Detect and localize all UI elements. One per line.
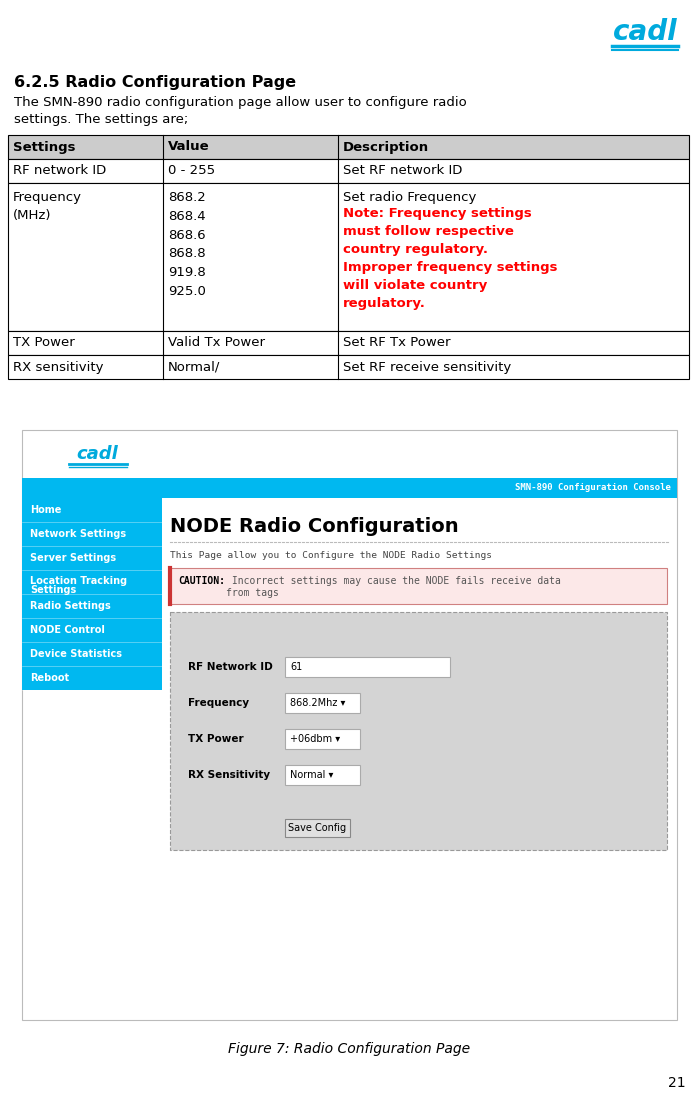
Bar xyxy=(285,657,450,677)
Text: The SMN-890 radio configuration page allow user to configure radio
settings. The: The SMN-890 radio configuration page all… xyxy=(14,96,467,127)
Text: Note: Frequency settings
must follow respective
country regulatory.
Improper fre: Note: Frequency settings must follow res… xyxy=(343,207,558,310)
Text: This Page allow you to Configure the NODE Radio Settings: This Page allow you to Configure the NOD… xyxy=(170,551,492,561)
Bar xyxy=(8,355,689,379)
Text: Frequency
(MHz): Frequency (MHz) xyxy=(13,191,82,222)
Text: RX Sensitivity: RX Sensitivity xyxy=(188,770,270,780)
Bar xyxy=(285,730,360,749)
Text: CAUTION:: CAUTION: xyxy=(178,576,225,586)
Text: Figure 7: Radio Configuration Page: Figure 7: Radio Configuration Page xyxy=(229,1042,470,1056)
Text: SMN-890 Configuration Console: SMN-890 Configuration Console xyxy=(515,484,671,493)
Text: Normal/: Normal/ xyxy=(168,360,220,374)
Text: Valid Tx Power: Valid Tx Power xyxy=(168,336,265,349)
Text: 21: 21 xyxy=(668,1076,686,1090)
Bar xyxy=(8,159,689,183)
Text: +06dbm ▾: +06dbm ▾ xyxy=(290,734,340,744)
Text: Save Config: Save Config xyxy=(289,823,347,833)
Text: 868.2Mhz ▾: 868.2Mhz ▾ xyxy=(290,698,345,707)
Text: NODE Control: NODE Control xyxy=(30,625,105,635)
Text: Set RF receive sensitivity: Set RF receive sensitivity xyxy=(343,360,511,374)
Bar xyxy=(22,642,162,666)
Text: Network Settings: Network Settings xyxy=(30,529,126,539)
Text: TX Power: TX Power xyxy=(13,336,75,349)
Text: Set radio Frequency: Set radio Frequency xyxy=(343,191,477,204)
Text: Value: Value xyxy=(168,140,210,153)
Text: Set RF Tx Power: Set RF Tx Power xyxy=(343,336,450,349)
Bar xyxy=(22,430,677,1020)
Text: Frequency: Frequency xyxy=(188,698,249,707)
Text: 0 - 255: 0 - 255 xyxy=(168,164,215,177)
Text: 61: 61 xyxy=(290,662,302,672)
Bar xyxy=(8,183,689,331)
Bar xyxy=(8,136,689,159)
Text: RX sensitivity: RX sensitivity xyxy=(13,360,103,374)
Text: Normal ▾: Normal ▾ xyxy=(290,770,333,780)
Text: Incorrect settings may cause the NODE fails receive data
from tags: Incorrect settings may cause the NODE fa… xyxy=(226,576,561,597)
Bar xyxy=(170,568,667,604)
Text: TX Power: TX Power xyxy=(188,734,244,744)
Bar xyxy=(22,545,162,570)
Text: Device Statistics: Device Statistics xyxy=(30,649,122,659)
Text: RF Network ID: RF Network ID xyxy=(188,662,273,672)
Bar xyxy=(285,819,350,838)
Bar xyxy=(285,765,360,785)
Text: Server Settings: Server Settings xyxy=(30,553,116,563)
Text: Settings: Settings xyxy=(13,140,75,153)
Bar xyxy=(22,666,162,690)
Bar xyxy=(22,478,677,498)
Bar xyxy=(22,618,162,642)
Bar xyxy=(22,570,162,594)
Text: RF network ID: RF network ID xyxy=(13,164,106,177)
Text: Radio Settings: Radio Settings xyxy=(30,601,110,611)
Bar xyxy=(22,498,162,522)
Text: 868.2
868.4
868.6
868.8
919.8
925.0: 868.2 868.4 868.6 868.8 919.8 925.0 xyxy=(168,191,206,298)
Text: Home: Home xyxy=(30,505,62,515)
Text: cadl: cadl xyxy=(613,18,677,46)
Text: NODE Radio Configuration: NODE Radio Configuration xyxy=(170,517,459,536)
Bar xyxy=(22,522,162,545)
Bar xyxy=(285,693,360,713)
Text: Description: Description xyxy=(343,140,429,153)
Text: Reboot: Reboot xyxy=(30,673,69,683)
Bar xyxy=(170,612,667,850)
Text: Set RF network ID: Set RF network ID xyxy=(343,164,462,177)
Text: Settings: Settings xyxy=(30,585,76,595)
Bar xyxy=(8,331,689,355)
Text: Location Tracking: Location Tracking xyxy=(30,576,127,586)
Bar xyxy=(22,594,162,618)
Text: cadl: cadl xyxy=(76,445,118,463)
Text: 6.2.5 Radio Configuration Page: 6.2.5 Radio Configuration Page xyxy=(14,75,296,90)
